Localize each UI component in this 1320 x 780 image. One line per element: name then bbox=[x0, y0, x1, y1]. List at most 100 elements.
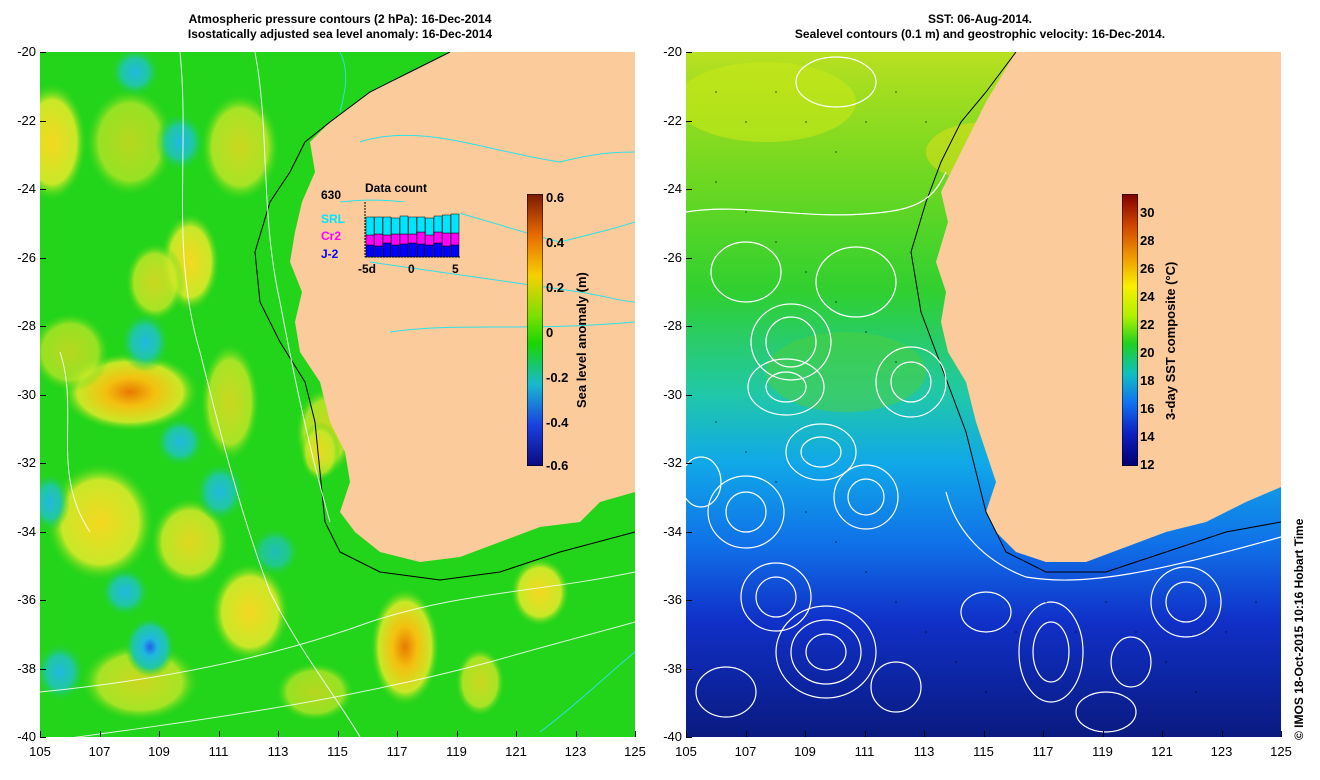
right-xtick-label: 105 bbox=[675, 744, 697, 759]
left-panel-title: Atmospheric pressure contours (2 hPa): 1… bbox=[150, 12, 530, 42]
sla-cbar-tick-5: -0.4 bbox=[546, 415, 569, 430]
sst-cbar-tick-7: 16 bbox=[1140, 401, 1155, 416]
left-ytick-mark bbox=[40, 189, 46, 190]
right-ytick-label: -32 bbox=[663, 455, 682, 470]
australia-landmass-left bbox=[290, 52, 635, 562]
left-xtick-label: 109 bbox=[148, 744, 170, 759]
right-xtick-mark bbox=[745, 731, 747, 737]
sla-cbar-tick-0: 0.6 bbox=[546, 190, 565, 205]
sst-cbar-tick-3: 24 bbox=[1140, 289, 1155, 304]
data-count-bar bbox=[374, 233, 383, 247]
data-count-bar bbox=[433, 215, 443, 233]
right-xtick-mark bbox=[1162, 731, 1163, 737]
sla-cbar-tick-6: -0.6 bbox=[546, 458, 569, 473]
left-xtick-label: 119 bbox=[446, 744, 467, 759]
right-xtick-mark bbox=[1281, 731, 1282, 737]
data-count-bar bbox=[365, 244, 375, 258]
right-ytick-mark bbox=[686, 600, 692, 601]
sst-cbar-tick-9: 12 bbox=[1140, 457, 1155, 472]
data-count-bar bbox=[450, 244, 460, 258]
left-ytick-label: -22 bbox=[17, 112, 36, 128]
inset-legend-j2: J-2 bbox=[321, 247, 339, 261]
left-xtick-label: 125 bbox=[624, 744, 646, 759]
data-count-bar bbox=[391, 233, 400, 246]
left-xtick-mark bbox=[278, 731, 279, 737]
right-ytick-mark bbox=[686, 52, 692, 53]
data-count-bar bbox=[391, 244, 400, 258]
left-ytick-mark bbox=[40, 120, 46, 122]
right-xtick-label: 109 bbox=[794, 744, 816, 759]
sst-cbar-tick-8: 14 bbox=[1140, 429, 1155, 444]
data-count-bar bbox=[365, 216, 375, 236]
pressure-contours-cyan bbox=[339, 52, 635, 733]
australia-landmass-right bbox=[936, 52, 1281, 562]
right-xtick-mark bbox=[1221, 731, 1223, 737]
data-count-bar bbox=[382, 234, 392, 244]
data-count-bar bbox=[382, 216, 392, 236]
sst-cbar-tick-0: 30 bbox=[1140, 205, 1155, 220]
data-count-bar bbox=[399, 215, 409, 235]
data-count-bar bbox=[442, 245, 451, 258]
right-ytick-label: -36 bbox=[663, 592, 682, 607]
data-count-bar bbox=[365, 234, 375, 246]
right-ytick-label: -34 bbox=[663, 523, 682, 539]
right-xtick-mark bbox=[686, 731, 687, 737]
left-xtick-label: 107 bbox=[88, 744, 111, 759]
right-ytick-mark bbox=[686, 394, 692, 396]
data-count-bar bbox=[425, 244, 434, 258]
left-xtick-mark bbox=[635, 731, 636, 737]
right-xtick-label: 111 bbox=[854, 744, 875, 759]
right-ytick-mark bbox=[686, 257, 692, 259]
sst-map[interactable] bbox=[686, 52, 1281, 737]
left-xtick-label: 115 bbox=[327, 744, 348, 759]
inset-xtick-5: 5 bbox=[452, 262, 459, 276]
right-ytick-label: -24 bbox=[663, 181, 682, 196]
data-count-bar bbox=[382, 242, 392, 258]
left-xtick-label: 117 bbox=[386, 744, 408, 759]
sea-level-anomaly-map[interactable]: Data count 630 SRL Cr2 J-2 -5d 0 5 bbox=[40, 52, 635, 737]
right-xtick-label: 119 bbox=[1092, 744, 1113, 759]
left-ytick-label: -26 bbox=[17, 249, 36, 265]
right-xtick-mark bbox=[983, 731, 985, 737]
data-count-bar bbox=[442, 214, 451, 234]
left-ytick-label: -38 bbox=[17, 660, 36, 676]
sst-cbar-tick-1: 28 bbox=[1140, 233, 1155, 248]
data-count-bar bbox=[433, 242, 443, 258]
left-title-line1: Atmospheric pressure contours (2 hPa): 1… bbox=[188, 12, 492, 26]
right-xtick-label: 117 bbox=[1032, 744, 1054, 759]
right-ytick-mark bbox=[686, 737, 692, 738]
inset-max-label: 630 bbox=[321, 188, 342, 202]
left-xtick-mark bbox=[516, 731, 517, 737]
anomaly-features bbox=[40, 52, 570, 722]
data-count-bar bbox=[374, 216, 383, 235]
inset-xtick-neg5: -5d bbox=[358, 262, 376, 276]
right-ytick-label: -30 bbox=[663, 386, 682, 402]
left-xtick-mark bbox=[218, 731, 220, 737]
sst-map-canvas bbox=[686, 52, 1281, 737]
left-xtick-label: 111 bbox=[208, 744, 229, 759]
left-xtick-label: 113 bbox=[267, 744, 289, 759]
data-count-bar bbox=[416, 231, 426, 245]
data-count-bar bbox=[450, 232, 460, 246]
data-count-bar bbox=[416, 243, 426, 258]
left-ytick-label: -28 bbox=[17, 318, 36, 333]
data-count-bar bbox=[442, 232, 451, 247]
sla-cbar-tick-1: 0.4 bbox=[546, 235, 565, 250]
left-ytick-mark bbox=[40, 531, 46, 533]
right-xtick-label: 115 bbox=[973, 744, 994, 759]
left-ytick-mark bbox=[40, 600, 46, 601]
right-title-line1: SST: 06-Aug-2014. bbox=[927, 12, 1033, 26]
data-count-bar bbox=[399, 233, 409, 245]
sst-cbar-tick-6: 18 bbox=[1140, 373, 1155, 388]
right-ytick-mark bbox=[686, 326, 692, 327]
right-xtick-mark bbox=[1043, 731, 1044, 737]
data-count-bar bbox=[433, 231, 443, 244]
inset-xtick-0: 0 bbox=[408, 262, 415, 276]
data-count-bar bbox=[425, 234, 434, 246]
sst-shelf-contour bbox=[910, 52, 1281, 573]
right-ytick-label: -38 bbox=[663, 660, 682, 676]
left-ytick-label: -36 bbox=[17, 592, 36, 607]
imos-credit: © IMOS 18-Oct-2015 10:16 Hobart Time bbox=[1292, 518, 1306, 740]
left-ytick-label: -30 bbox=[17, 386, 36, 402]
left-xtick-mark bbox=[575, 731, 577, 737]
